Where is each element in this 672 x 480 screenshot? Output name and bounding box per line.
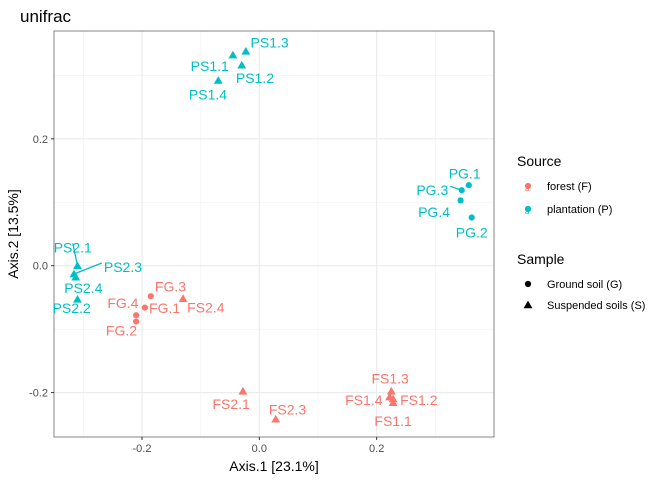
point-PS2.2: [73, 294, 82, 303]
point-label: PS2.2: [53, 300, 91, 316]
legend-item-label: Suspended soils (S): [547, 300, 645, 312]
plot-panel: [53, 30, 495, 438]
data-points: [69, 46, 475, 423]
legend-color-title: Source: [517, 153, 562, 169]
point-PG.4: [457, 197, 464, 204]
legend-item-label: forest (F): [547, 181, 592, 193]
point-label: FS1.2: [400, 392, 438, 408]
point-FS2.4: [178, 294, 188, 303]
legend-item-label: Ground soil (G): [547, 279, 622, 291]
point-label: FS2.4: [187, 300, 225, 316]
panel-border: [53, 30, 495, 438]
y-tick-label: 0.0: [33, 261, 48, 273]
point-label: FG.3: [155, 279, 186, 295]
point-label: PS2.4: [64, 280, 102, 296]
y-axis-title: Axis.2 [13.5%]: [5, 189, 21, 279]
point-labels: PS1.3 PS1.1 PS1.2 PS1.4 PG.1PG.3 PG.4 PG.2 PS2.…: [53, 34, 488, 429]
y-tick-label: -0.2: [29, 388, 48, 400]
x-axis-title: Axis.1 [23.1%]: [229, 458, 319, 474]
point-label: FS1.3: [371, 371, 409, 387]
point-FS1.3: [386, 386, 396, 395]
label-leader-line: [72, 243, 79, 266]
point-PS2.4: [71, 272, 81, 281]
label-leader-line: [73, 262, 103, 275]
legend-key-triangle: [523, 300, 533, 309]
chart-title: unifrac: [20, 7, 72, 26]
legend-key-letter: a: [525, 207, 530, 216]
x-tick-label: 0.0: [252, 443, 267, 455]
point-label: FG.1: [149, 300, 180, 316]
point-label: PG.1: [449, 166, 481, 182]
point-FS2.3: [271, 414, 281, 423]
point-PG.1: [465, 182, 472, 189]
point-PS1.1: [228, 50, 238, 59]
point-label: FS1.4: [345, 392, 383, 408]
axis-ticks: -0.2 0.0 0.2 -0.2 0.0 0.2: [29, 134, 384, 455]
legend-item-label: plantation (P): [547, 204, 612, 216]
point-label: FG.4: [107, 295, 138, 311]
legend-shape-title: Sample: [517, 251, 565, 267]
point-label: FG.2: [106, 322, 137, 338]
point-PS1.3: [241, 46, 251, 55]
point-FG.3: [147, 293, 154, 300]
legend: Source a forest (F) a plantation (P) Sample Gr…: [517, 153, 645, 312]
point-label: FS1.1: [374, 413, 412, 429]
point-label: PS2.1: [54, 239, 92, 255]
point-FS2.1: [238, 386, 248, 395]
legend-key-circle: [524, 280, 532, 288]
point-FG.2: [133, 318, 140, 325]
point-label: PS1.2: [236, 70, 274, 86]
point-label: FS2.3: [269, 402, 307, 418]
point-label: PS2.3: [104, 259, 142, 275]
point-PG.2: [468, 214, 475, 221]
x-tick-label: 0.2: [369, 443, 384, 455]
label-leader-line: [450, 185, 462, 191]
point-PS1.2: [237, 60, 247, 69]
y-tick-label: 0.2: [33, 134, 48, 146]
point-FG.4: [133, 312, 140, 319]
point-label: PS1.1: [191, 58, 229, 74]
point-label: PG.2: [456, 225, 488, 241]
point-label: PG.4: [418, 204, 450, 220]
point-FG.1: [141, 304, 149, 311]
point-PS1.4: [213, 76, 223, 84]
point-FS1.1: [388, 398, 398, 407]
point-label: PG.3: [416, 182, 448, 198]
legend-key-letter: a: [525, 184, 530, 193]
panel-background: [54, 31, 494, 437]
legend-key-forest: [524, 182, 532, 190]
point-label: FS2.1: [212, 396, 250, 412]
point-label: PS1.4: [189, 86, 227, 102]
point-label: PS1.3: [251, 34, 289, 50]
x-tick-label: -0.2: [133, 443, 152, 455]
legend-key-plantation: [524, 205, 532, 213]
